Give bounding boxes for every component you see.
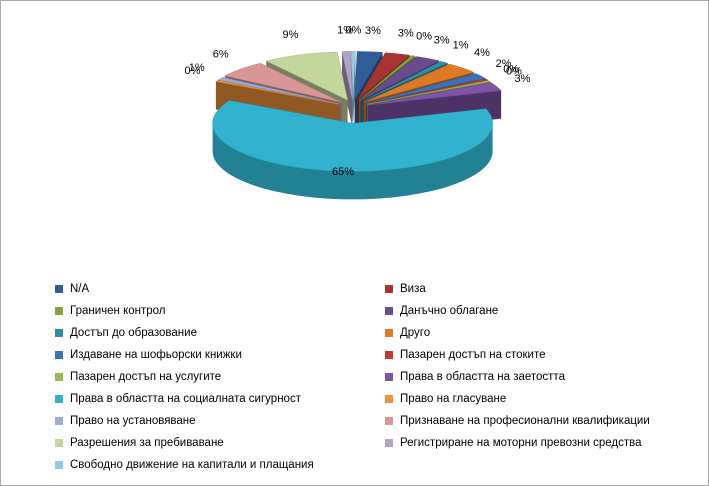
legend-item: Достъп до образование: [55, 325, 197, 341]
legend-item: N/A: [55, 281, 89, 297]
data-label-10: 65%: [332, 166, 354, 178]
legend-label: Друго: [400, 327, 431, 339]
legend-swatch: [55, 439, 63, 447]
legend-label: Виза: [400, 283, 426, 295]
data-label-5: 4%: [474, 47, 490, 59]
legend-label: N/A: [70, 283, 90, 295]
pie-slice-8: [366, 80, 492, 105]
legend-item: Пазарен достъп на стоките: [385, 347, 546, 363]
data-label-3: 3%: [434, 34, 450, 46]
legend-swatch: [385, 417, 393, 425]
legend-item: Регистриране на моторни превозни средств…: [385, 435, 642, 451]
legend-swatch: [55, 351, 63, 359]
pie-slice-14: [265, 51, 348, 101]
legend-label: Пазарен достъп на стоките: [400, 349, 546, 361]
legend-item: Издаване на шофьорски книжки: [55, 347, 242, 363]
legend-item: Друго: [385, 325, 430, 341]
legend-swatch: [385, 395, 393, 403]
pie-slice-6: [366, 73, 487, 104]
legend-label: Регистриране на моторни превозни средств…: [400, 437, 642, 449]
legend-item: Граничен контрол: [55, 303, 166, 319]
legend-swatch: [385, 439, 393, 447]
legend-swatch: [385, 329, 393, 337]
legend-label: Данъчно облагане: [400, 305, 499, 317]
legend-item: Свободно движение на капитали и плащания: [55, 457, 314, 473]
pie-slice-5: [364, 63, 475, 103]
data-label-13: 6%: [213, 49, 229, 61]
legend-item: Права в областта на социалната сигурност: [55, 391, 301, 407]
legend-label: Право на гласуване: [400, 393, 507, 405]
data-label-15: 1%: [337, 24, 353, 36]
data-label-9: 3%: [515, 73, 531, 85]
legend-label: Пазарен достъп на услугите: [70, 371, 222, 383]
slice-wall: [212, 123, 493, 200]
pie-slice-7: [366, 78, 489, 105]
data-label-0: 3%: [365, 25, 381, 37]
legend-item: Право на гласуване: [385, 391, 506, 407]
legend-swatch: [385, 285, 393, 293]
data-label-1: 3%: [398, 28, 414, 40]
pie-slice-3: [360, 56, 440, 101]
legend-label: Свободно движение на капитали и плащания: [70, 459, 314, 471]
pie-slice-1: [357, 52, 411, 100]
legend-label: Право на установяване: [70, 415, 196, 427]
data-label-16: 0%: [345, 24, 361, 36]
data-label-7: 0%: [503, 63, 519, 75]
legend-swatch: [55, 329, 63, 337]
legend-label: Права в областта на социалната сигурност: [70, 393, 301, 405]
legend-swatch: [55, 417, 63, 425]
pie-slice-4: [362, 61, 449, 102]
pie-slice-0: [354, 51, 383, 100]
pie-slice-13: [224, 62, 342, 103]
data-label-8: 0%: [506, 65, 522, 77]
legend-swatch: [55, 461, 63, 469]
legend-label: Достъп до образование: [70, 327, 197, 339]
legend-swatch: [55, 395, 63, 403]
legend-item: Виза: [385, 281, 426, 297]
legend-item: Пазарен достъп на услугите: [55, 369, 221, 385]
slice-side: [342, 51, 353, 128]
pie-slice-10: [212, 100, 493, 172]
pie-slice-16: [350, 51, 356, 100]
legend-label: Признаване на професионални квалификации: [400, 415, 650, 427]
legend-item: Разрешения за пребиваване: [55, 435, 224, 451]
pie-slice-15: [341, 51, 353, 100]
data-label-4: 1%: [453, 39, 469, 51]
legend-swatch: [385, 351, 393, 359]
legend-label: Права в областта на заетостта: [400, 371, 565, 383]
legend-swatch: [55, 285, 63, 293]
pie-slice-12: [217, 77, 340, 105]
legend-label: Граничен контрол: [70, 305, 166, 317]
legend-swatch: [55, 307, 63, 315]
data-label-14: 9%: [283, 29, 299, 41]
slice-side: [353, 51, 356, 128]
pie-slice-2: [359, 55, 416, 101]
data-label-6: 2%: [496, 58, 512, 70]
legend-swatch: [55, 373, 63, 381]
legend-item: Право на установяване: [55, 413, 196, 429]
legend-item: Права в областта на заетостта: [385, 369, 565, 385]
legend-swatch: [385, 307, 393, 315]
legend-label: Разрешения за пребиваване: [70, 437, 224, 449]
pie-chart: 3% 3% 0% 3% 1%4%2%0%0%3%65%0%1%6%9% 1%0%: [185, 24, 531, 200]
legend-item: Данъчно облагане: [385, 303, 498, 319]
legend-label: Издаване на шофьорски книжки: [70, 349, 242, 361]
data-label-2: 0%: [416, 31, 432, 43]
legend-swatch: [385, 373, 393, 381]
legend-item: Признаване на професионални квалификации: [385, 413, 650, 429]
pie-slice-11: [215, 79, 340, 105]
data-label-11: 0%: [185, 65, 201, 77]
data-label-12: 1%: [189, 62, 205, 74]
pie-slice-9: [367, 82, 502, 106]
